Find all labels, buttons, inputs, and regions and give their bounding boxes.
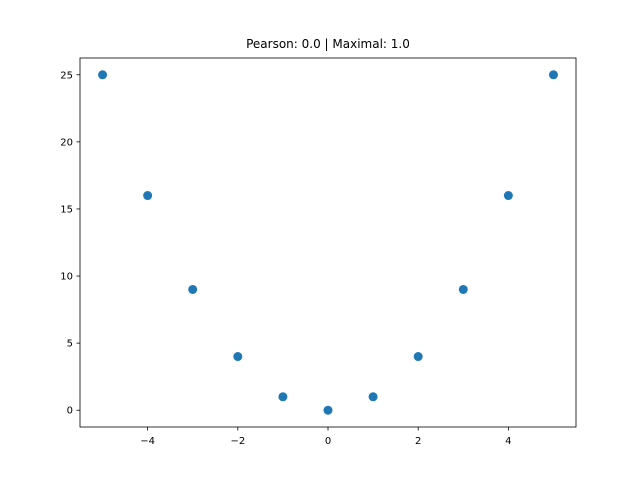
scatter-point [323,405,333,415]
y-tick-label: 0 [67,406,73,417]
x-axis: −4 −2 0 2 4 [140,427,512,447]
y-tick-label: 20 [60,137,73,148]
x-tick-label: 2 [415,436,421,447]
chart-title: Pearson: 0.0 | Maximal: 1.0 [246,37,410,51]
scatter-point [458,284,468,294]
x-tick-label: 0 [325,436,331,447]
scatter-point [503,191,513,201]
plot-frame [79,57,577,428]
data-points [98,70,558,415]
scatter-point [143,191,153,201]
scatter-point [188,284,198,294]
scatter-point [548,70,558,80]
scatter-point [278,392,288,402]
scatter-point [98,70,108,80]
y-tick-label: 10 [60,272,73,283]
x-tick-label: −2 [230,436,245,447]
x-tick-label: 4 [505,436,511,447]
y-tick-label: 5 [67,339,73,350]
scatter-point [233,352,243,362]
y-tick-label: 15 [60,204,73,215]
x-tick-label: −4 [140,436,155,447]
scatter-point [368,392,378,402]
scatter-point [413,352,423,362]
y-tick-label: 25 [60,70,73,81]
y-axis: 0 5 10 15 20 25 [60,70,80,417]
